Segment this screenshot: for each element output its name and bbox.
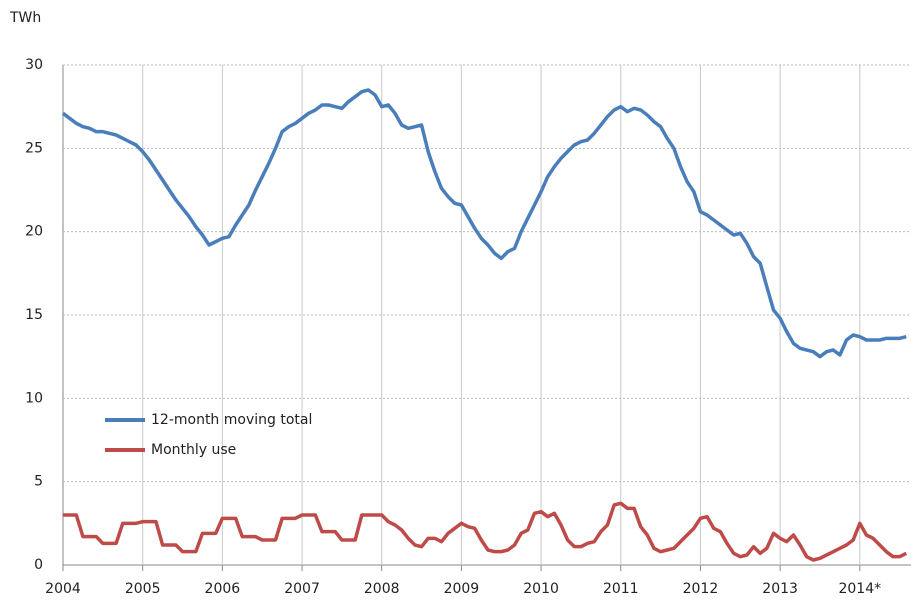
y-tick-label: 5 (34, 474, 43, 490)
y-tick-label: 15 (25, 307, 43, 323)
x-tick-label: 2009 (444, 581, 480, 597)
y-tick-label: 10 (25, 390, 43, 406)
series-line (61, 88, 907, 359)
x-tick-label: 2005 (125, 581, 161, 597)
x-tick-label: 2013 (762, 581, 798, 597)
legend-label: 12-month moving total (151, 412, 312, 428)
y-tick-label: 0 (34, 557, 43, 573)
x-tick-label: 2012 (683, 581, 719, 597)
x-tick-label: 2004 (45, 581, 81, 597)
y-tick-label: 25 (25, 140, 43, 156)
y-tick-label: 20 (25, 224, 43, 240)
x-tick-label: 2010 (523, 581, 559, 597)
x-tick-label: 2008 (364, 581, 400, 597)
legend-label: Monthly use (151, 442, 236, 458)
x-tick-label: 2011 (603, 581, 639, 597)
x-tick-label: 2007 (284, 581, 320, 597)
y-tick-label: 30 (25, 57, 43, 73)
y-axis-label: TWh (9, 10, 41, 26)
series-line (63, 501, 908, 562)
x-tick-label: 2014* (838, 581, 881, 597)
x-tick-label: 2006 (205, 581, 241, 597)
